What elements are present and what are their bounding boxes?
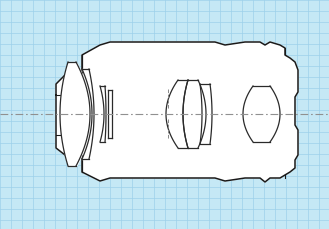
Polygon shape bbox=[56, 42, 298, 182]
